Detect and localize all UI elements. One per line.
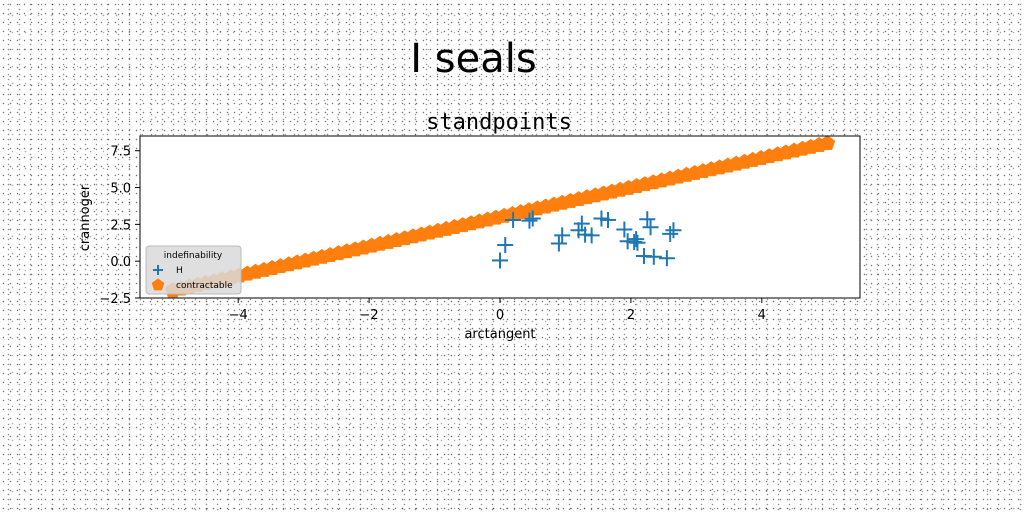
- legend-marker-h-shape: [153, 265, 163, 275]
- legend-label-h: H: [176, 266, 183, 276]
- legend-marker-contractable-shape: [151, 278, 165, 291]
- point-h: [573, 215, 590, 232]
- x-tick-label: −2: [360, 308, 379, 323]
- point-h: [600, 211, 616, 228]
- legend-box: [145, 245, 242, 295]
- y-tick-label: 0.0: [110, 255, 131, 270]
- legend: indefinability H contractable: [145, 245, 242, 295]
- point-h: [583, 227, 600, 244]
- figure-suptitle: I seals: [410, 36, 537, 82]
- point-h: [554, 227, 571, 244]
- y-tick-label: 7.5: [110, 145, 131, 160]
- point-h: [639, 211, 656, 228]
- point-contractable: [819, 135, 836, 151]
- point-h: [628, 231, 645, 248]
- y-tick-label: −2.5: [99, 292, 131, 307]
- y-axis-label: crannoger: [78, 184, 93, 251]
- point-h: [550, 235, 567, 252]
- x-tick-label: 0: [496, 308, 504, 323]
- point-h: [497, 236, 514, 253]
- point-h: [524, 210, 541, 227]
- point-h: [629, 234, 646, 251]
- chart-title: standpoints: [426, 110, 572, 135]
- legend-marker-contractable: [151, 278, 165, 291]
- point-h: [645, 248, 662, 265]
- point-h: [593, 210, 610, 227]
- x-tick-label: 4: [758, 308, 766, 323]
- y-tick-label: 5.0: [110, 182, 131, 197]
- x-tick-label: 2: [627, 308, 635, 323]
- point-h: [662, 225, 679, 242]
- point-h: [665, 222, 682, 239]
- legend-label-contractable: contractable: [176, 281, 233, 291]
- y-tick-label: 2.5: [110, 218, 131, 233]
- legend-marker-h: [153, 265, 163, 275]
- point-h: [521, 212, 538, 229]
- legend-title: indefinability: [164, 251, 223, 261]
- point-h: [616, 221, 633, 238]
- x-axis-ticks: −4 −2 0 2 4: [229, 298, 766, 323]
- point-h: [642, 219, 659, 236]
- x-axis-label: arctangent: [464, 327, 535, 342]
- point-h: [658, 250, 675, 267]
- x-tick-label: −4: [229, 308, 248, 323]
- y-axis-ticks: −2.5 0.0 2.5 5.0 7.5: [99, 145, 140, 307]
- point-h: [505, 211, 522, 228]
- point-h: [492, 252, 508, 269]
